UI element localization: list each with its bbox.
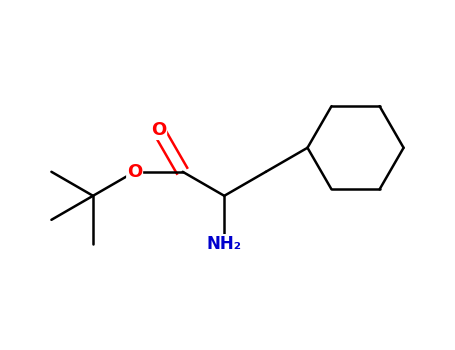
Text: O: O [151,121,166,139]
Text: NH₂: NH₂ [207,235,242,253]
Text: O: O [127,163,142,181]
